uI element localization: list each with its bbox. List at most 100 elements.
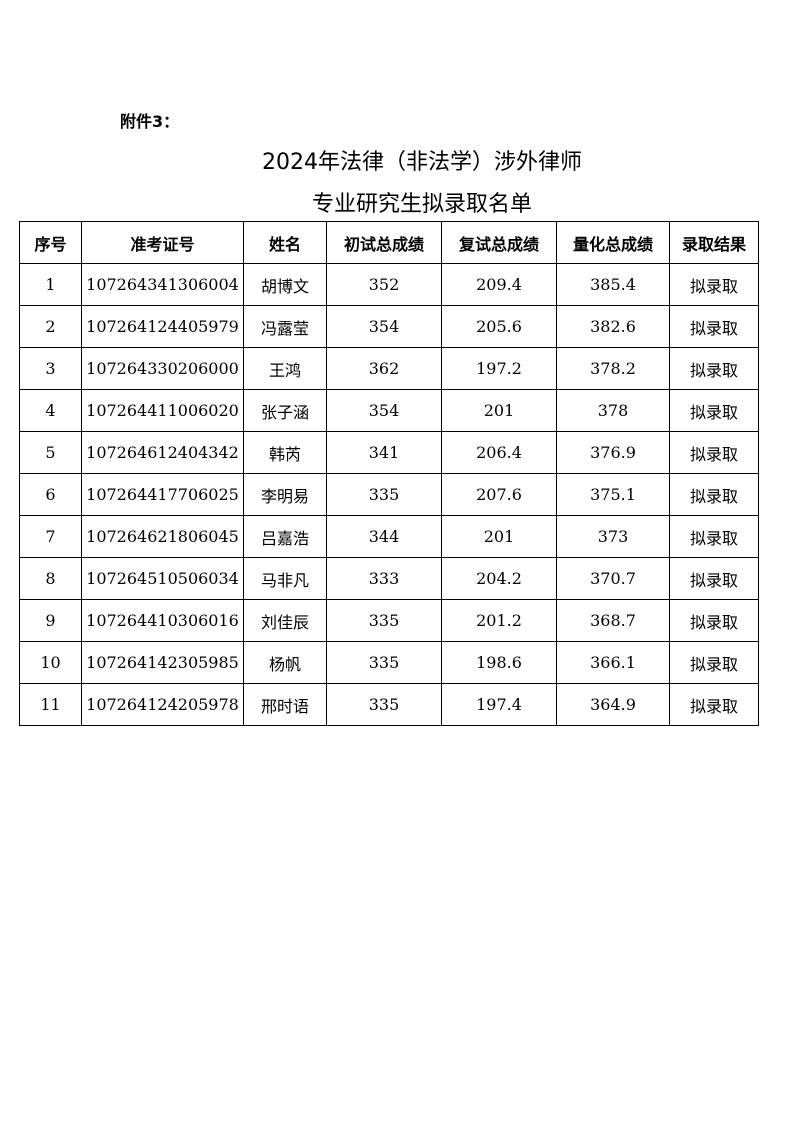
table-cell: 3	[19, 347, 82, 390]
table-cell: 107264417706025	[81, 473, 244, 516]
table-row: 4 107264411006020 张子涵 354 201 378 拟录取	[19, 389, 759, 432]
column-header: 量化总成绩	[556, 221, 670, 264]
table-cell: 拟录取	[669, 473, 759, 516]
table-cell: 拟录取	[669, 641, 759, 684]
table-cell: 拟录取	[669, 683, 759, 726]
title-line-2: 专业研究生拟录取名单	[311, 192, 532, 217]
table-cell: 马非凡	[243, 557, 327, 600]
table-cell: 206.4	[441, 431, 557, 474]
table-cell: 344	[326, 515, 442, 558]
table-cell: 刘佳辰	[243, 599, 327, 642]
table-cell: 1	[19, 263, 82, 306]
table-cell: 382.6	[556, 305, 670, 348]
table-cell: 201	[441, 389, 557, 432]
table-cell: 107264330206000	[81, 347, 244, 390]
table-cell: 354	[326, 305, 442, 348]
table-cell: 胡博文	[243, 263, 327, 306]
table-cell: 拟录取	[669, 557, 759, 600]
table-cell: 201	[441, 515, 557, 558]
column-header: 序号	[19, 221, 82, 264]
table-cell: 10	[19, 641, 82, 684]
table-row: 10 107264142305985 杨帆 335 198.6 366.1 拟录取	[19, 641, 759, 684]
table-cell: 拟录取	[669, 515, 759, 558]
table-cell: 4	[19, 389, 82, 432]
table-cell: 7	[19, 515, 82, 558]
table-cell: 5	[19, 431, 82, 474]
table-cell: 335	[326, 599, 442, 642]
table-row: 6 107264417706025 李明易 335 207.6 375.1 拟录取	[19, 473, 759, 516]
table-cell: 209.4	[441, 263, 557, 306]
table-cell: 378.2	[556, 347, 670, 390]
table-cell: 373	[556, 515, 670, 558]
column-header: 初试总成绩	[326, 221, 442, 264]
admission-table: 序号 准考证号 姓名 初试总成绩 复试总成绩 量化总成绩 录取结果 1 10726434130…	[19, 221, 759, 726]
table-cell: 吕嘉浩	[243, 515, 327, 558]
table-cell: 韩芮	[243, 431, 327, 474]
table-cell: 107264411006020	[81, 389, 244, 432]
table-cell: 拟录取	[669, 347, 759, 390]
table-row: 3 107264330206000 王鸿 362 197.2 378.2 拟录取	[19, 347, 759, 390]
table-cell: 376.9	[556, 431, 670, 474]
table-cell: 375.1	[556, 473, 670, 516]
table-row: 8 107264510506034 马非凡 333 204.2 370.7 拟录取	[19, 557, 759, 600]
table-cell: 354	[326, 389, 442, 432]
table-cell: 378	[556, 389, 670, 432]
table-cell: 107264510506034	[81, 557, 244, 600]
table-cell: 335	[326, 473, 442, 516]
table-cell: 107264341306004	[81, 263, 244, 306]
table-cell: 366.1	[556, 641, 670, 684]
table-header: 序号 准考证号 姓名 初试总成绩 复试总成绩 量化总成绩 录取结果	[19, 221, 759, 264]
column-header: 复试总成绩	[441, 221, 557, 264]
table-row: 1 107264341306004 胡博文 352 209.4 385.4 拟录取	[19, 263, 759, 306]
column-header: 录取结果	[669, 221, 759, 264]
table-cell: 335	[326, 683, 442, 726]
annex-label: 附件3：	[120, 112, 180, 131]
column-header: 姓名	[243, 221, 327, 264]
table-cell: 341	[326, 431, 442, 474]
table-cell: 107264142305985	[81, 641, 244, 684]
column-header: 准考证号	[81, 221, 244, 264]
table-cell: 拟录取	[669, 599, 759, 642]
table-row: 11 107264124205978 邢时语 335 197.4 364.9 拟录取	[19, 683, 759, 726]
table-cell: 8	[19, 557, 82, 600]
table-cell: 11	[19, 683, 82, 726]
table-cell: 370.7	[556, 557, 670, 600]
table-cell: 364.9	[556, 683, 670, 726]
table-cell: 385.4	[556, 263, 670, 306]
table-cell: 204.2	[441, 557, 557, 600]
table-cell: 冯露莹	[243, 305, 327, 348]
table-cell: 2	[19, 305, 82, 348]
table-cell: 198.6	[441, 641, 557, 684]
table-cell: 205.6	[441, 305, 557, 348]
table-row: 5 107264612404342 韩芮 341 206.4 376.9 拟录取	[19, 431, 759, 474]
table-cell: 9	[19, 599, 82, 642]
table-cell: 邢时语	[243, 683, 327, 726]
table-cell: 张子涵	[243, 389, 327, 432]
table-cell: 拟录取	[669, 389, 759, 432]
table-cell: 107264124405979	[81, 305, 244, 348]
table-cell: 197.4	[441, 683, 557, 726]
title-line-1: 2024年法律（非法学）涉外律师	[262, 150, 582, 175]
table-cell: 王鸿	[243, 347, 327, 390]
table-cell: 李明易	[243, 473, 327, 516]
table-cell: 6	[19, 473, 82, 516]
table-cell: 拟录取	[669, 263, 759, 306]
table-cell: 362	[326, 347, 442, 390]
table-row: 7 107264621806045 吕嘉浩 344 201 373 拟录取	[19, 515, 759, 558]
table-cell: 352	[326, 263, 442, 306]
table-cell: 368.7	[556, 599, 670, 642]
table-cell: 杨帆	[243, 641, 327, 684]
table-cell: 107264621806045	[81, 515, 244, 558]
table-cell: 207.6	[441, 473, 557, 516]
table-cell: 107264124205978	[81, 683, 244, 726]
table-cell: 335	[326, 641, 442, 684]
table-cell: 107264410306016	[81, 599, 244, 642]
table-cell: 333	[326, 557, 442, 600]
table-cell: 107264612404342	[81, 431, 244, 474]
table-cell: 拟录取	[669, 305, 759, 348]
table-cell: 197.2	[441, 347, 557, 390]
table-row: 2 107264124405979 冯露莹 354 205.6 382.6 拟录取	[19, 305, 759, 348]
table-cell: 201.2	[441, 599, 557, 642]
table-cell: 拟录取	[669, 431, 759, 474]
